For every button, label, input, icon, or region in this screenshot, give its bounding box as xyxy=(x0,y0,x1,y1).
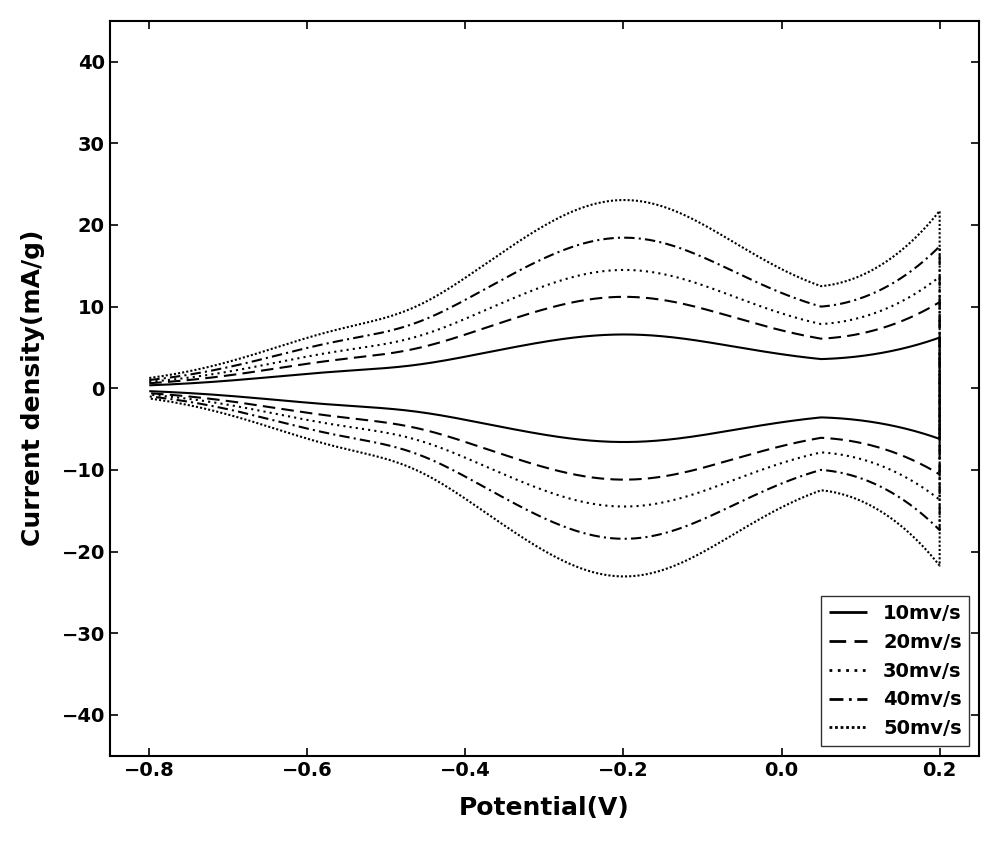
Line: 30mv/s: 30mv/s xyxy=(149,270,940,506)
40mv/s xyxy=(143,391,155,401)
50mv/s xyxy=(143,394,155,404)
10mv/s xyxy=(243,393,255,403)
20mv/s xyxy=(618,474,630,484)
Line: 50mv/s: 50mv/s xyxy=(149,200,940,576)
10mv/s xyxy=(143,386,155,396)
X-axis label: Potential(V): Potential(V) xyxy=(459,796,630,820)
10mv/s xyxy=(859,351,871,361)
20mv/s xyxy=(143,389,155,399)
30mv/s xyxy=(173,373,185,383)
50mv/s xyxy=(618,195,630,205)
10mv/s xyxy=(173,379,185,389)
50mv/s xyxy=(426,294,438,304)
10mv/s xyxy=(915,428,927,438)
40mv/s xyxy=(426,311,438,321)
40mv/s xyxy=(173,371,185,381)
30mv/s xyxy=(915,481,927,491)
40mv/s xyxy=(618,534,630,544)
20mv/s xyxy=(143,378,155,389)
50mv/s xyxy=(618,571,630,581)
50mv/s xyxy=(859,268,871,278)
Line: 10mv/s: 10mv/s xyxy=(149,335,940,442)
10mv/s xyxy=(426,357,438,368)
40mv/s xyxy=(143,375,155,385)
40mv/s xyxy=(618,233,630,243)
50mv/s xyxy=(173,368,185,378)
10mv/s xyxy=(634,436,646,447)
30mv/s xyxy=(426,326,438,336)
30mv/s xyxy=(618,501,630,511)
Legend: 10mv/s, 20mv/s, 30mv/s, 40mv/s, 50mv/s: 10mv/s, 20mv/s, 30mv/s, 40mv/s, 50mv/s xyxy=(821,596,969,746)
50mv/s xyxy=(634,570,646,580)
20mv/s xyxy=(426,340,438,350)
40mv/s xyxy=(634,533,646,543)
20mv/s xyxy=(859,327,871,337)
Y-axis label: Current density(mA/g): Current density(mA/g) xyxy=(21,230,45,547)
30mv/s xyxy=(618,265,630,275)
Line: 40mv/s: 40mv/s xyxy=(149,238,940,539)
30mv/s xyxy=(143,377,155,387)
30mv/s xyxy=(859,311,871,321)
30mv/s xyxy=(634,500,646,510)
20mv/s xyxy=(634,474,646,484)
Line: 20mv/s: 20mv/s xyxy=(149,297,940,479)
20mv/s xyxy=(618,292,630,302)
20mv/s xyxy=(243,399,255,409)
30mv/s xyxy=(243,404,255,414)
50mv/s xyxy=(243,415,255,426)
10mv/s xyxy=(143,380,155,390)
10mv/s xyxy=(618,437,630,447)
40mv/s xyxy=(859,292,871,302)
30mv/s xyxy=(143,389,155,399)
10mv/s xyxy=(618,330,630,340)
40mv/s xyxy=(243,409,255,419)
40mv/s xyxy=(915,508,927,518)
50mv/s xyxy=(143,373,155,383)
20mv/s xyxy=(915,459,927,469)
50mv/s xyxy=(915,539,927,549)
20mv/s xyxy=(173,376,185,386)
